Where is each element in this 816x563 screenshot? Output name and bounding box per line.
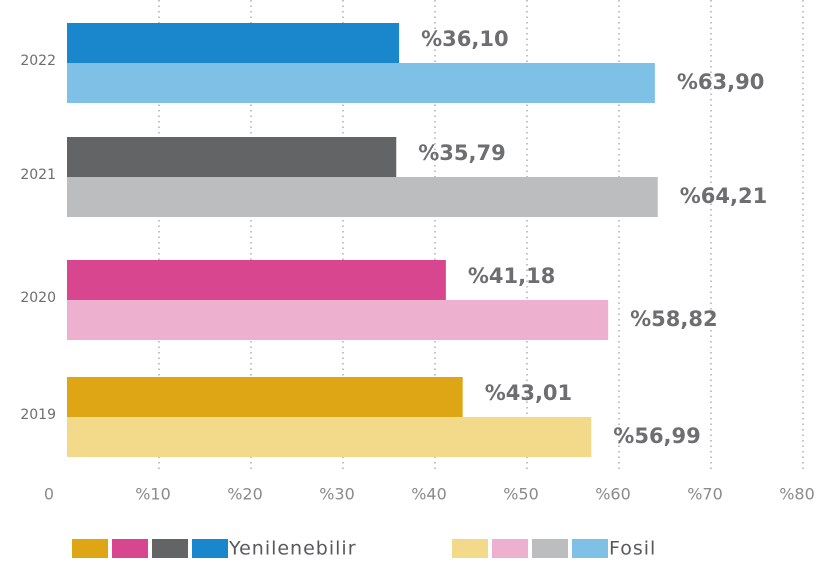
- value-label: %56,99: [613, 424, 700, 448]
- legend-label: Fosil: [609, 538, 656, 560]
- value-label: %43,01: [485, 381, 572, 405]
- legend-swatch: [192, 539, 228, 558]
- legend-label: Yenilenebilir: [228, 538, 357, 560]
- bar: [67, 377, 463, 417]
- x-tick-label: %50: [503, 485, 539, 504]
- legend-swatch: [72, 539, 108, 558]
- legend-swatch: [572, 539, 608, 558]
- value-label: %58,82: [630, 307, 717, 331]
- legend-swatch: [112, 539, 148, 558]
- x-tick-label: %60: [595, 485, 631, 504]
- legend-swatch: [152, 539, 188, 558]
- x-tick-label: %40: [411, 485, 447, 504]
- bar: [67, 137, 397, 177]
- category-label: 2019: [20, 407, 56, 423]
- x-tick-label: 0: [44, 485, 54, 504]
- legend-swatch: [452, 539, 488, 558]
- bar: [67, 260, 446, 300]
- category-label: 2020: [20, 290, 56, 306]
- bar: [67, 300, 609, 340]
- value-label: %41,18: [468, 264, 555, 288]
- x-tick-label: %30: [319, 485, 355, 504]
- bar: [67, 417, 592, 457]
- legend-swatch: [532, 539, 568, 558]
- x-tick-label: %20: [227, 485, 263, 504]
- value-label: %35,79: [418, 141, 505, 165]
- value-label: %36,10: [421, 27, 508, 51]
- value-label: %63,90: [677, 70, 764, 94]
- x-tick-label: %10: [135, 485, 171, 504]
- legend-swatch: [492, 539, 528, 558]
- bar: [67, 177, 658, 217]
- x-tick-label: %70: [687, 485, 723, 504]
- category-label: 2021: [20, 167, 56, 183]
- bar: [67, 63, 655, 103]
- x-tick-label: %80: [779, 485, 815, 504]
- value-label: %64,21: [680, 184, 767, 208]
- bar: [67, 23, 400, 63]
- category-label: 2022: [20, 53, 56, 69]
